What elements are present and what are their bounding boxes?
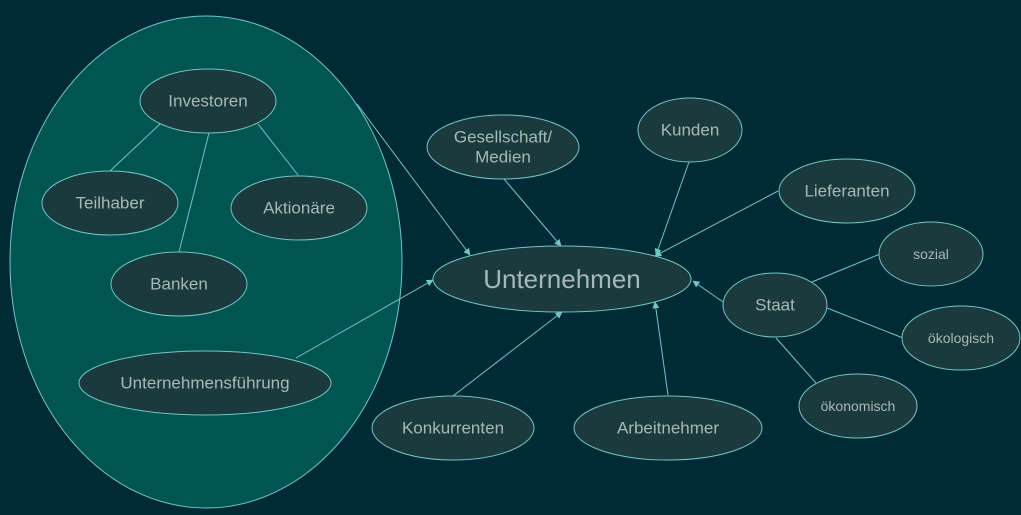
node-gesellschaft-medien [426, 114, 580, 180]
arrow-fuehrung-unternehmen [295, 279, 434, 359]
node-unternehmen [432, 245, 692, 313]
label-kunden: Kunden [661, 121, 720, 140]
node-aktionaere [230, 175, 368, 241]
arrow-staat-unternehmen [692, 280, 724, 303]
node-konkurrenten [371, 395, 535, 461]
edge-investoren-banken [178, 132, 210, 253]
edge-investoren-teilhaber [109, 123, 161, 172]
node-unternehmensfuehrung [78, 350, 332, 416]
node-oekonomisch [798, 373, 918, 439]
edge-staat-oekonomisch [775, 337, 817, 384]
label-banken: Banken [150, 275, 208, 294]
arrow-lines [295, 103, 779, 397]
node-oekologisch [901, 305, 1021, 371]
edge-investoren-aktionaere [257, 123, 299, 176]
node-investoren [139, 68, 277, 134]
label-unternehmensfuehrung: Unternehmensführung [120, 374, 289, 393]
label-oekologisch: ökologisch [928, 330, 994, 346]
node-banken [110, 251, 248, 317]
node-lieferanten [778, 158, 916, 224]
node-kunden [637, 97, 743, 163]
arrow-kunden-unternehmen [654, 161, 690, 256]
arrow-gesellschaft-unternehmen [503, 178, 562, 247]
label-gesellschaft-line2: Medien [475, 148, 531, 167]
node-sozial [878, 221, 984, 287]
connector-lines [109, 123, 904, 384]
label-oekonomisch: ökonomisch [821, 398, 896, 414]
node-teilhaber [41, 170, 179, 236]
label-investoren: Investoren [168, 92, 247, 111]
label-unternehmen: Unternehmen [483, 264, 641, 294]
label-arbeitnehmer: Arbeitnehmer [617, 419, 719, 438]
node-staat [722, 272, 828, 338]
node-arbeitnehmer [573, 395, 763, 461]
edge-staat-oekologisch [826, 307, 904, 339]
arrow-konkurrenten-unternehmen [452, 311, 563, 397]
label-lieferanten: Lieferanten [804, 182, 889, 201]
label-teilhaber: Teilhaber [76, 194, 145, 213]
arrow-lieferanten-unternehmen [654, 190, 779, 257]
label-gesellschaft-line1: Gesellschaft/ [454, 128, 553, 147]
arrow-arbeitnehmer-unternehmen [652, 301, 669, 396]
label-staat: Staat [755, 296, 795, 315]
label-konkurrenten: Konkurrenten [402, 419, 504, 438]
label-aktionaere: Aktionäre [263, 199, 335, 218]
edge-staat-sozial [811, 253, 881, 283]
label-sozial: sozial [913, 246, 949, 262]
arrow-investorgroup-unternehmen [356, 103, 471, 256]
